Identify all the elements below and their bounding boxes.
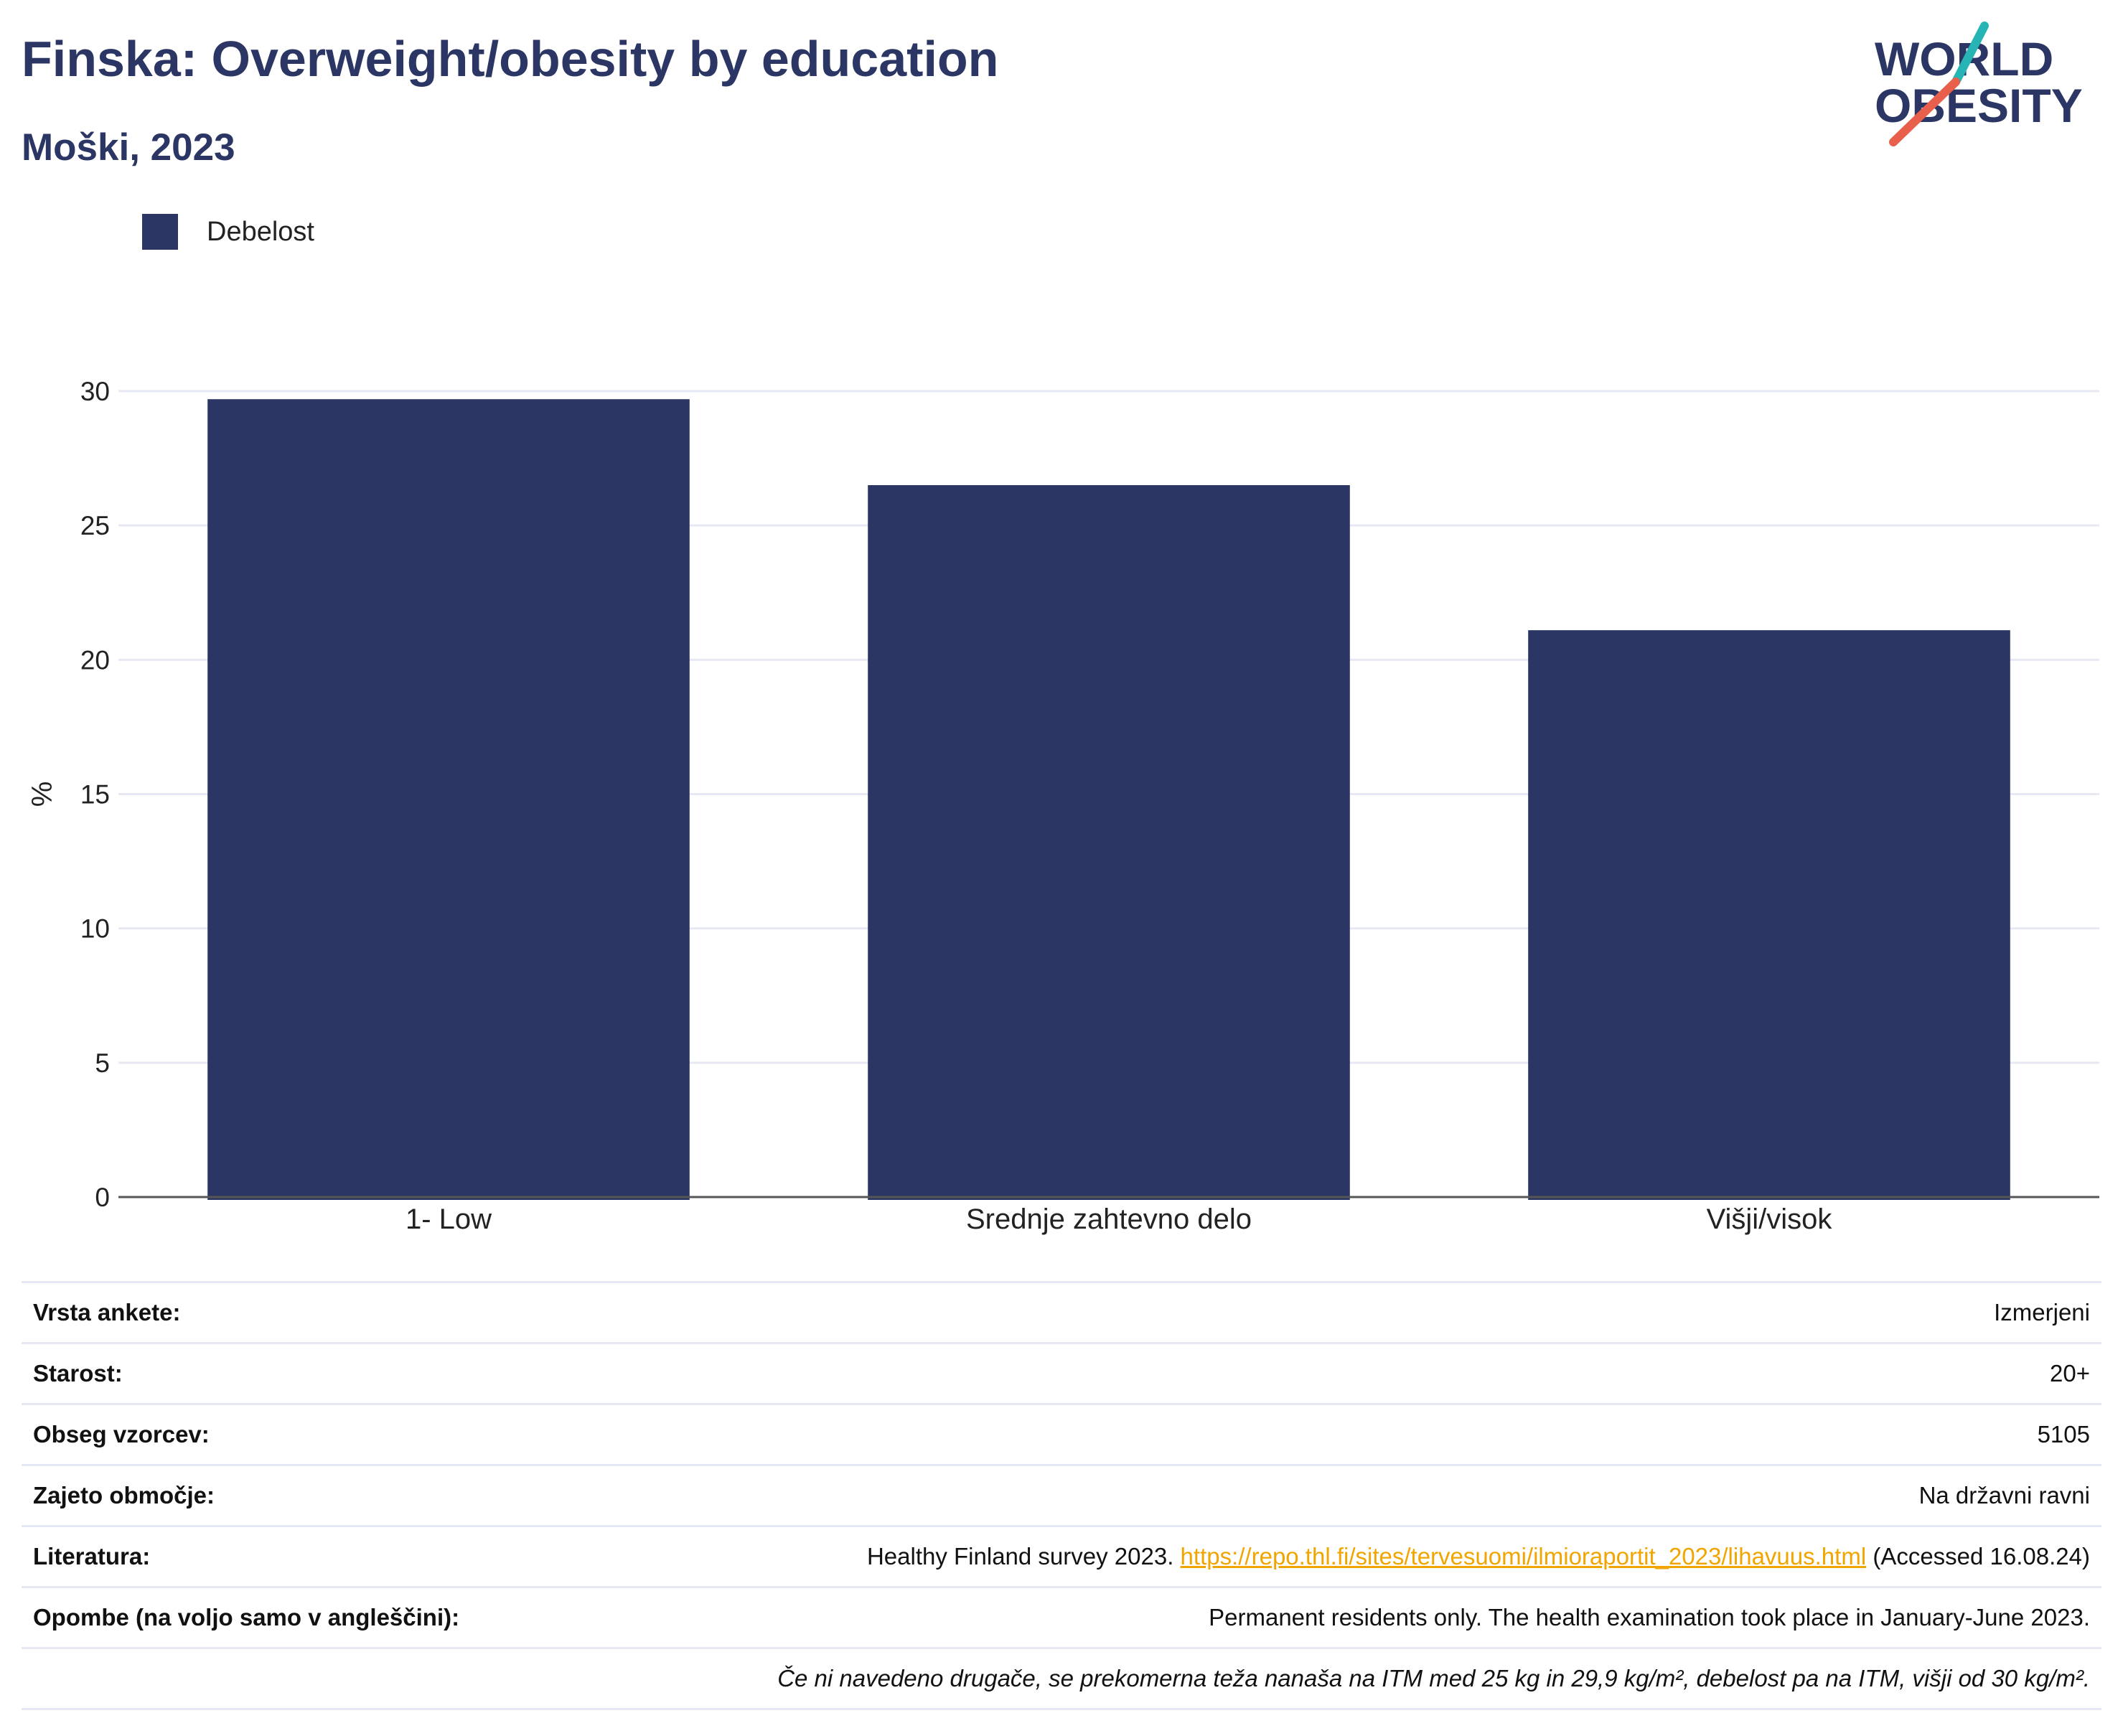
axes: 0 5 10 15 20 25 30 1- Low Srednje zahtevno delo V…	[27, 377, 2099, 1235]
info-row-age: Starost: 20+	[22, 1342, 2101, 1404]
bars	[207, 399, 2010, 1200]
sample-size-value: 5105	[573, 1403, 2101, 1465]
chart-legend[interactable]: Debelost	[142, 214, 314, 250]
y-tick-label: 0	[95, 1183, 110, 1212]
y-axis-title: %	[27, 782, 58, 807]
world-obesity-logo: WORLD OBESITY	[1875, 22, 2083, 146]
bar-0[interactable]	[207, 399, 690, 1200]
references-value: Healthy Finland survey 2023. https://rep…	[573, 1525, 2101, 1587]
info-row-sample-size: Obseg vzorcev: 5105	[22, 1403, 2101, 1465]
footnote: Če ni navedeno drugače, se prekomerna te…	[22, 1647, 2101, 1710]
notes-label: Opombe (na voljo samo v angleščini):	[22, 1586, 573, 1648]
info-row-notes: Opombe (na voljo samo v angleščini): Per…	[22, 1586, 2101, 1648]
age-value: 20+	[573, 1342, 2101, 1404]
y-tick-label: 10	[80, 914, 110, 944]
info-row-references: Literatura: Healthy Finland survey 2023.…	[22, 1525, 2101, 1587]
reference-prefix: Healthy Finland survey 2023.	[866, 1543, 1181, 1570]
sample-size-label: Obseg vzorcev:	[22, 1403, 573, 1465]
survey-type-label: Vrsta ankete:	[22, 1281, 573, 1343]
notes-value: Permanent residents only. The health exa…	[573, 1586, 2101, 1648]
x-tick-label: Višji/visok	[1707, 1204, 1833, 1235]
bar-chart: 0 5 10 15 20 25 30 1- Low Srednje zahtevno delo V…	[27, 377, 2099, 1235]
info-table: Vrsta ankete: Izmerjeni Starost: 20+ Obs…	[22, 1281, 2101, 1710]
x-tick-label: Srednje zahtevno delo	[966, 1204, 1252, 1235]
legend-label-debelost: Debelost	[207, 216, 314, 247]
bar-1[interactable]	[868, 485, 1350, 1200]
coverage-label: Zajeto območje:	[22, 1464, 573, 1526]
y-tick-label: 25	[80, 511, 110, 540]
reference-link[interactable]: https://repo.thl.fi/sites/tervesuomi/ilm…	[1180, 1543, 1867, 1570]
y-tick-label: 5	[95, 1048, 110, 1078]
logo-slash-red	[1889, 78, 1960, 146]
coverage-value: Na državni ravni	[573, 1464, 2101, 1526]
logo-slash-teal	[1951, 22, 1989, 86]
bar-2[interactable]	[1528, 630, 2010, 1200]
age-label: Starost:	[22, 1342, 573, 1404]
legend-swatch-debelost	[142, 214, 178, 250]
info-row-survey-type: Vrsta ankete: Izmerjeni	[22, 1281, 2101, 1343]
reference-suffix: (Accessed 16.08.24)	[1866, 1543, 2090, 1570]
survey-type-value: Izmerjeni	[573, 1281, 2101, 1343]
page-subtitle: Moški, 2023	[22, 126, 235, 169]
x-tick-label: 1- Low	[406, 1204, 492, 1235]
info-row-coverage: Zajeto območje: Na državni ravni	[22, 1464, 2101, 1526]
info-row-footnote: Če ni navedeno drugače, se prekomerna te…	[22, 1647, 2101, 1710]
y-tick-label: 20	[80, 645, 110, 675]
references-label: Literatura:	[22, 1525, 573, 1587]
page-title: Finska: Overweight/obesity by education	[22, 31, 999, 87]
y-tick-label: 30	[80, 377, 110, 406]
y-tick-label: 15	[80, 780, 110, 810]
